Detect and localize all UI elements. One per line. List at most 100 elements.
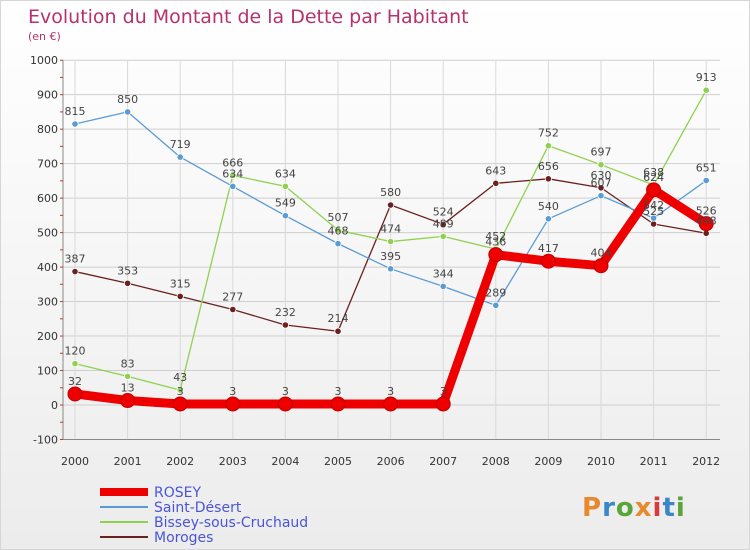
data-point	[702, 176, 710, 185]
data-point	[281, 212, 289, 220]
data-point	[386, 265, 395, 273]
data-label: 526	[696, 205, 717, 218]
data-point	[229, 171, 237, 179]
data-label: 540	[538, 200, 559, 213]
data-label: 289	[485, 286, 506, 299]
data-label: 404	[591, 247, 612, 260]
data-point	[71, 267, 79, 276]
data-label: 474	[380, 223, 401, 236]
data-label: 498	[696, 214, 717, 227]
data-label: 468	[328, 225, 349, 238]
x-tick-label: 2008	[482, 455, 510, 468]
data-label: 624	[643, 171, 664, 184]
data-label: 634	[222, 167, 243, 180]
data-label: 549	[275, 197, 296, 210]
data-point	[439, 220, 447, 228]
data-point	[698, 216, 714, 232]
data-point	[334, 240, 342, 248]
data-point	[71, 360, 79, 368]
y-tick-label: -100	[33, 433, 58, 446]
data-point	[386, 201, 395, 209]
data-point	[702, 86, 710, 94]
data-point	[540, 253, 556, 269]
x-tick-label: 2002	[166, 455, 194, 468]
logo-text: Proxiti	[582, 493, 686, 523]
y-tick-label: 1000	[30, 54, 58, 67]
data-point	[488, 247, 504, 263]
x-tick-label: 2003	[219, 455, 247, 468]
data-point	[649, 220, 658, 228]
data-point	[176, 292, 184, 300]
data-point	[124, 372, 132, 380]
data-label: 643	[485, 164, 506, 177]
data-label: 580	[380, 186, 401, 199]
data-label: 525	[643, 205, 664, 218]
data-label: 697	[591, 146, 612, 159]
y-tick-label: 400	[37, 261, 58, 274]
data-label: 83	[121, 357, 135, 370]
data-label: 638	[643, 166, 664, 179]
data-label: 395	[380, 250, 401, 263]
data-label: 120	[65, 345, 86, 358]
data-label: 542	[643, 199, 664, 212]
data-point	[597, 161, 605, 169]
data-point	[386, 237, 395, 246]
data-label: 524	[433, 205, 454, 218]
x-tick-label: 2007	[429, 455, 457, 468]
data-point	[124, 279, 132, 287]
legend-label: Saint-Désert	[154, 500, 242, 516]
data-point	[649, 214, 658, 222]
data-point	[597, 192, 605, 200]
x-tick-label: 2006	[377, 455, 405, 468]
data-point	[172, 396, 188, 412]
x-tick-label: 2001	[114, 455, 142, 468]
data-point	[334, 226, 342, 234]
x-tick-label: 2011	[640, 455, 668, 468]
data-point	[120, 393, 136, 409]
x-tick-label: 2012	[692, 455, 720, 468]
y-tick-label: 800	[37, 123, 58, 136]
y-tick-label: 300	[37, 296, 58, 309]
y-tick-label: 200	[37, 330, 58, 343]
data-label: 452	[485, 230, 506, 243]
data-label: 32	[68, 375, 82, 388]
data-point	[383, 396, 399, 412]
data-point	[229, 182, 237, 190]
legend-label: Bissey-sous-Cruchaud	[154, 515, 308, 531]
data-label: 666	[222, 156, 243, 169]
data-label: 3	[177, 385, 184, 398]
data-label: 607	[591, 177, 612, 190]
series-lines	[67, 86, 714, 412]
x-tick-label: 2010	[587, 455, 615, 468]
y-tick-label: 0	[51, 399, 58, 412]
x-tick-label: 2005	[324, 455, 352, 468]
data-point	[124, 108, 132, 116]
legend-label: ROSEY	[154, 485, 201, 501]
legend: ROSEYSaint-DésertBissey-sous-CruchaudMor…	[100, 485, 308, 546]
data-label: 3	[440, 385, 447, 398]
data-point	[435, 396, 451, 412]
data-label: 3	[229, 385, 236, 398]
data-point	[439, 232, 447, 240]
data-label: 3	[282, 385, 289, 398]
x-tick-label: 2004	[271, 455, 299, 468]
data-point	[544, 215, 553, 223]
data-point	[334, 327, 342, 335]
data-label: 232	[275, 306, 296, 319]
data-label: 436	[485, 236, 506, 249]
data-point	[225, 396, 241, 412]
data-label: 315	[170, 277, 191, 290]
data-point	[277, 396, 293, 412]
x-tick-label: 2000	[61, 455, 89, 468]
x-tick-label: 2009	[534, 455, 562, 468]
data-label: 214	[328, 312, 349, 325]
y-tick-label: 900	[37, 89, 58, 102]
data-point	[71, 120, 79, 128]
data-label: 3	[335, 385, 342, 398]
data-point	[281, 321, 289, 329]
data-label: 43	[173, 371, 187, 384]
data-label: 277	[222, 290, 243, 303]
data-point	[439, 282, 447, 290]
